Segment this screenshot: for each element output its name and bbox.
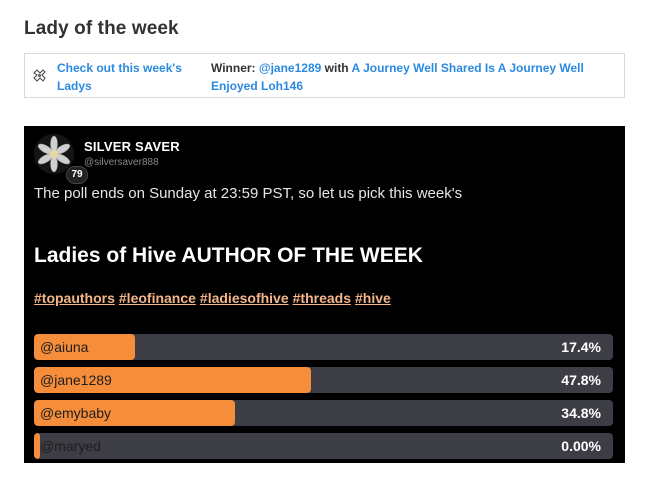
weekly-ladys-link[interactable]: Check out this week's Ladys — [57, 61, 182, 93]
author-handle[interactable]: @silversaver888 — [84, 157, 159, 168]
poll-option[interactable]: @maryed 0.00% — [34, 433, 613, 459]
silver-flower-icon — [34, 134, 74, 174]
tag-link[interactable]: #hive — [354, 290, 391, 306]
tag-link[interactable]: #topauthors — [34, 290, 115, 306]
avatar[interactable]: 79 — [34, 134, 88, 184]
poll-option[interactable]: @emybaby 34.8% — [34, 400, 613, 426]
poll-option-percent: 17.4% — [561, 339, 601, 355]
poll-option-label: @jane1289 — [40, 372, 112, 388]
post-body: The poll ends on Sunday at 23:59 PST, so… — [34, 185, 463, 202]
section-title: Lady of the week — [24, 18, 179, 39]
winner-box: Check out this week's Ladys Winner: @jan… — [24, 53, 625, 98]
poll-option-percent: 34.8% — [561, 405, 601, 421]
post-heading: Ladies of Hive AUTHOR OF THE WEEK — [34, 244, 423, 267]
poll-fill — [34, 433, 40, 459]
poll-option-percent: 47.8% — [561, 372, 601, 388]
winner-with: with — [321, 61, 352, 75]
reputation-badge: 79 — [66, 166, 88, 184]
author-name[interactable]: SILVER SAVER — [84, 139, 180, 154]
winner-announcement: Winner: @jane1289 with A Journey Well Sh… — [211, 59, 621, 95]
winner-user-link[interactable]: @jane1289 — [258, 61, 322, 75]
tag-link[interactable]: #threads — [292, 290, 351, 306]
poll-option[interactable]: @jane1289 47.8% — [34, 367, 613, 393]
poll-fill — [34, 334, 135, 360]
tag-link[interactable]: #leofinance — [118, 290, 196, 306]
poll-option[interactable]: @aiuna 17.4% — [34, 334, 613, 360]
poll-fill — [34, 367, 311, 393]
tag-link[interactable]: #ladiesofhive — [199, 290, 289, 306]
poll-option-label: @maryed — [40, 438, 101, 454]
poll-option-label: @aiuna — [40, 339, 89, 355]
winner-post-link[interactable]: A Journey Well Shared Is A Journey Well … — [211, 61, 584, 93]
ladies-logo-icon — [33, 69, 46, 82]
winner-prefix: Winner: — [211, 61, 259, 75]
poll-option-percent: 0.00% — [561, 438, 601, 454]
poll-option-label: @emybaby — [40, 405, 112, 421]
thread-post: 79 SILVER SAVER @silversaver888 The poll… — [24, 126, 625, 463]
poll-fill — [34, 400, 235, 426]
tag-list: #topauthors #leofinance #ladiesofhive #thre… — [34, 290, 395, 306]
poll: @aiuna 17.4% @jane1289 47.8% @emybaby 34… — [34, 334, 613, 466]
